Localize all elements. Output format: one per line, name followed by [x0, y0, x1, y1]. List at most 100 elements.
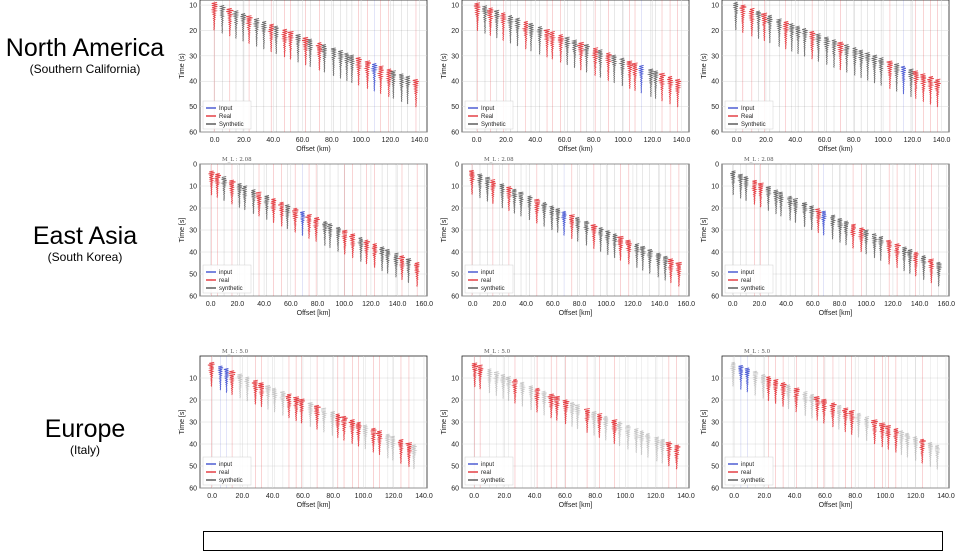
trace-waveform [604, 52, 613, 81]
trace-waveform [378, 246, 385, 272]
trace-waveform [591, 47, 599, 76]
seismogram-panel: 0.0 20.0 40.0 60.0 80.0 100.0 120.0 140.0 10 20 30… [437, 344, 695, 522]
x-axis-label: Offset (km) [558, 146, 592, 153]
legend-entry: Real [219, 114, 231, 120]
trace-waveform [739, 4, 747, 34]
trace-waveform [794, 25, 802, 55]
legend-entry: real [741, 278, 751, 284]
x-tick-label: 140.0 [411, 137, 429, 144]
y-tick-label: 40 [451, 250, 459, 257]
trace-waveform [405, 258, 412, 284]
trace-waveform [665, 441, 673, 467]
trace-waveform [639, 245, 647, 271]
seismogram-panel: 0.0 20.0 40.0 60.0 80.0 100.0 120.0 140.0 160.0 0… [175, 152, 433, 330]
trace-waveform [919, 255, 927, 280]
x-tick-label: 20.0 [236, 493, 250, 500]
x-tick-label: 140.0 [673, 137, 691, 144]
trace-waveform [291, 207, 299, 233]
seismogram-chart: 0.0 20.0 40.0 60.0 80.0 100.0 120.0 140.0 160.0 0… [701, 157, 955, 317]
y-tick-label: 30 [451, 420, 459, 427]
legend-entry: input [481, 462, 494, 468]
x-tick-label: 120.0 [884, 301, 902, 308]
trace-waveform [220, 176, 228, 202]
trace-waveform [744, 367, 750, 393]
trace-waveform [389, 70, 397, 99]
x-tick-label: 40.0 [519, 301, 533, 308]
trace-waveform [341, 229, 348, 255]
region-name: Europe [44, 415, 126, 443]
trace-waveform [327, 223, 333, 249]
legend-entry: Synthetic [219, 122, 244, 128]
legend-entry: real [219, 470, 229, 476]
x-tick-label: 120.0 [385, 493, 403, 500]
trace-waveform [330, 47, 337, 76]
x-tick-label: 60.0 [818, 137, 832, 144]
trace-waveform [476, 173, 484, 199]
x-tick-label: 0.0 [468, 301, 478, 308]
trace-waveform [849, 223, 857, 249]
y-tick-label: 10 [451, 3, 459, 10]
trace-waveform [307, 402, 314, 427]
trace-waveform [765, 376, 772, 402]
x-tick-label: 20.0 [493, 301, 507, 308]
trace-waveform [398, 73, 406, 102]
legend-entry: input [741, 270, 754, 276]
trace-waveform [493, 9, 501, 39]
seismogram-panel: 0.0 20.0 40.0 60.0 80.0 100.0 120.0 140.0 10 20 30… [175, 0, 433, 166]
trace-waveform [842, 220, 849, 246]
trace-waveform [820, 210, 828, 236]
trace-waveform [893, 63, 901, 92]
trace-waveform [602, 415, 609, 441]
trace-waveform [912, 251, 919, 277]
trace-waveform [533, 198, 541, 224]
trace-waveform [870, 54, 878, 84]
trace-waveform [633, 428, 640, 454]
trace-waveform [571, 39, 579, 68]
trace-waveform [904, 432, 911, 458]
seismogram-chart: 0.0 20.0 40.0 60.0 80.0 100.0 120.0 140.0 10 20 30… [441, 349, 695, 509]
trace-waveform [473, 2, 481, 31]
region-label-east-asia: East Asia (South Korea) [0, 222, 170, 264]
trace-waveform [765, 186, 772, 211]
y-tick-label: 50 [711, 104, 719, 111]
x-tick-label: 140.0 [651, 301, 669, 308]
y-tick-label: 40 [189, 250, 197, 257]
x-tick-label: 80.0 [587, 137, 601, 144]
trace-waveform [343, 52, 351, 82]
legend-entry: synthetic [219, 478, 243, 484]
x-axis-label: Offset [km] [297, 310, 331, 317]
x-tick-label: 20.0 [753, 301, 767, 308]
trace-waveform [782, 20, 790, 50]
trace-waveform [217, 365, 224, 391]
x-tick-label: 80.0 [588, 493, 602, 500]
legend-entry: input [219, 462, 232, 468]
y-tick-label: 20 [189, 28, 197, 35]
trace-waveform [484, 176, 491, 202]
x-tick-label: 160.0 [678, 301, 695, 308]
seismogram-panel: 0.0 20.0 40.0 60.0 80.0 100.0 120.0 140.0 10 20 30… [697, 0, 955, 166]
x-tick-label: 100.0 [597, 301, 615, 308]
trace-waveform [471, 362, 479, 388]
trace-waveform [549, 30, 557, 60]
trace-waveform [626, 60, 633, 89]
caption-box [203, 531, 943, 551]
trace-waveform [574, 216, 582, 242]
trace-waveform [521, 20, 529, 50]
legend: Input Real Synthetic [724, 100, 774, 130]
legend-entry: synthetic [741, 286, 765, 292]
trace-waveform [631, 62, 638, 92]
trace-waveform [610, 54, 618, 84]
trace-waveform [666, 75, 674, 105]
trace-waveform [511, 378, 518, 404]
x-tick-label: 100.0 [617, 493, 635, 500]
trace-waveform [611, 419, 618, 445]
trace-waveform [757, 182, 764, 208]
trace-waveform [813, 395, 821, 421]
trace-waveform [363, 60, 371, 89]
trace-waveform [836, 217, 844, 243]
y-tick-label: 10 [189, 3, 197, 10]
region-subtitle: (Italy) [70, 443, 100, 457]
x-axis-label: Offset [km] [297, 502, 331, 509]
trace-waveform [597, 49, 604, 78]
trace-waveform [528, 22, 535, 52]
